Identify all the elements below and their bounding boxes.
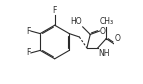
Text: O: O (114, 34, 120, 43)
Text: F: F (26, 48, 30, 57)
Text: O: O (100, 27, 106, 36)
Text: HO: HO (71, 17, 82, 26)
Text: CH₃: CH₃ (99, 17, 113, 26)
Text: F: F (26, 27, 30, 36)
Text: F: F (52, 6, 57, 15)
Text: NH: NH (98, 49, 110, 58)
